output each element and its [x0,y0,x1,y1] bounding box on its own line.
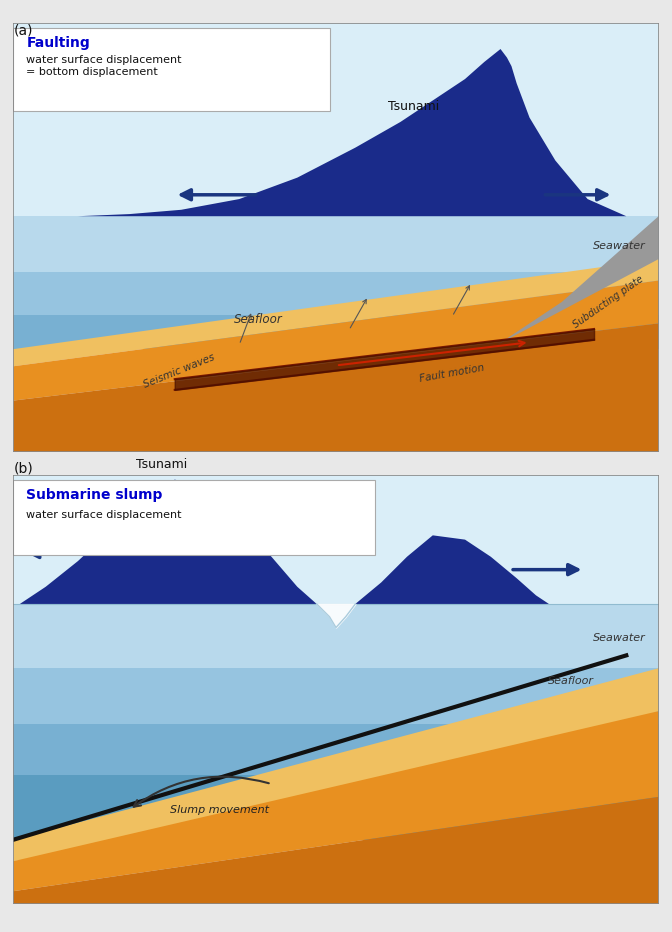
Bar [13,315,659,350]
Bar [13,475,659,604]
FancyBboxPatch shape [13,480,375,555]
Text: Seawater: Seawater [593,633,646,643]
Polygon shape [13,281,659,401]
Text: Subducting plate: Subducting plate [572,274,646,330]
Text: water surface displacement
= bottom displacement: water surface displacement = bottom disp… [26,56,182,77]
Bar [13,604,659,668]
Polygon shape [355,535,549,604]
Text: Tsunami: Tsunami [388,101,439,114]
Polygon shape [497,216,659,345]
Text: Slump movement: Slump movement [171,805,269,816]
Bar [13,23,659,216]
Text: Seawater: Seawater [593,241,646,252]
Text: Faulting: Faulting [26,36,90,50]
Polygon shape [13,797,659,904]
Text: Tsunami: Tsunami [136,458,187,471]
Polygon shape [78,49,626,216]
Bar [13,775,659,840]
Polygon shape [13,711,659,891]
Polygon shape [13,259,659,366]
FancyBboxPatch shape [13,28,329,111]
Bar [13,272,659,315]
Bar [13,216,659,272]
Polygon shape [13,668,659,861]
Text: Submarine slump: Submarine slump [26,488,163,502]
Text: (a): (a) [13,23,33,37]
Bar [13,668,659,724]
Text: Seafloor: Seafloor [548,676,594,686]
Text: (b): (b) [13,461,33,475]
Text: Seismic waves: Seismic waves [142,351,216,390]
Text: Fault motion: Fault motion [419,363,485,384]
Text: water surface displacement: water surface displacement [26,510,182,520]
Polygon shape [20,480,317,604]
Text: Seafloor: Seafloor [235,312,283,325]
Polygon shape [13,323,659,452]
Bar [13,724,659,775]
